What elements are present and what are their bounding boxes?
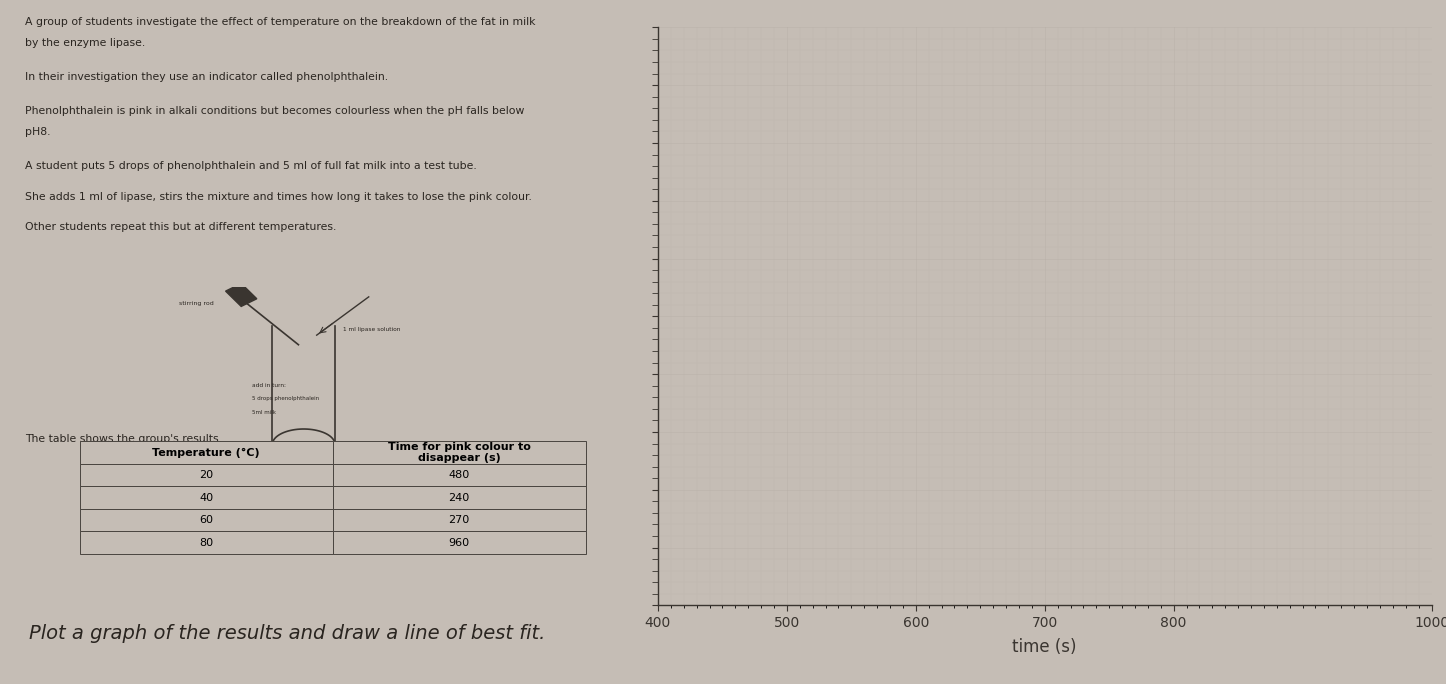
Text: She adds 1 ml of lipase, stirs the mixture and times how long it takes to lose t: She adds 1 ml of lipase, stirs the mixtu… — [25, 192, 532, 202]
Text: 5 drops phenolphthalein: 5 drops phenolphthalein — [252, 397, 318, 402]
Text: by the enzyme lipase.: by the enzyme lipase. — [25, 38, 146, 48]
Text: In their investigation they use an indicator called phenolphthalein.: In their investigation they use an indic… — [25, 72, 389, 82]
Text: A group of students investigate the effect of temperature on the breakdown of th: A group of students investigate the effe… — [25, 17, 535, 27]
Text: stirring rod: stirring rod — [179, 301, 214, 306]
Text: Plot a graph of the results and draw a line of best fit.: Plot a graph of the results and draw a l… — [29, 624, 545, 643]
Text: Phenolphthalein is pink in alkali conditions but becomes colourless when the pH : Phenolphthalein is pink in alkali condit… — [25, 106, 525, 116]
Text: 5ml milk: 5ml milk — [252, 410, 276, 415]
X-axis label: time (s): time (s) — [1012, 638, 1077, 656]
Text: 1 ml lipase solution: 1 ml lipase solution — [343, 327, 401, 332]
Text: A student puts 5 drops of phenolphthalein and 5 ml of full fat milk into a test : A student puts 5 drops of phenolphthalei… — [25, 161, 477, 171]
Text: add in turn:: add in turn: — [252, 383, 286, 388]
Text: The table shows the group's results.: The table shows the group's results. — [25, 434, 223, 445]
Polygon shape — [226, 283, 257, 306]
Text: Other students repeat this but at different temperatures.: Other students repeat this but at differ… — [25, 222, 337, 233]
Text: pH8.: pH8. — [25, 127, 51, 137]
